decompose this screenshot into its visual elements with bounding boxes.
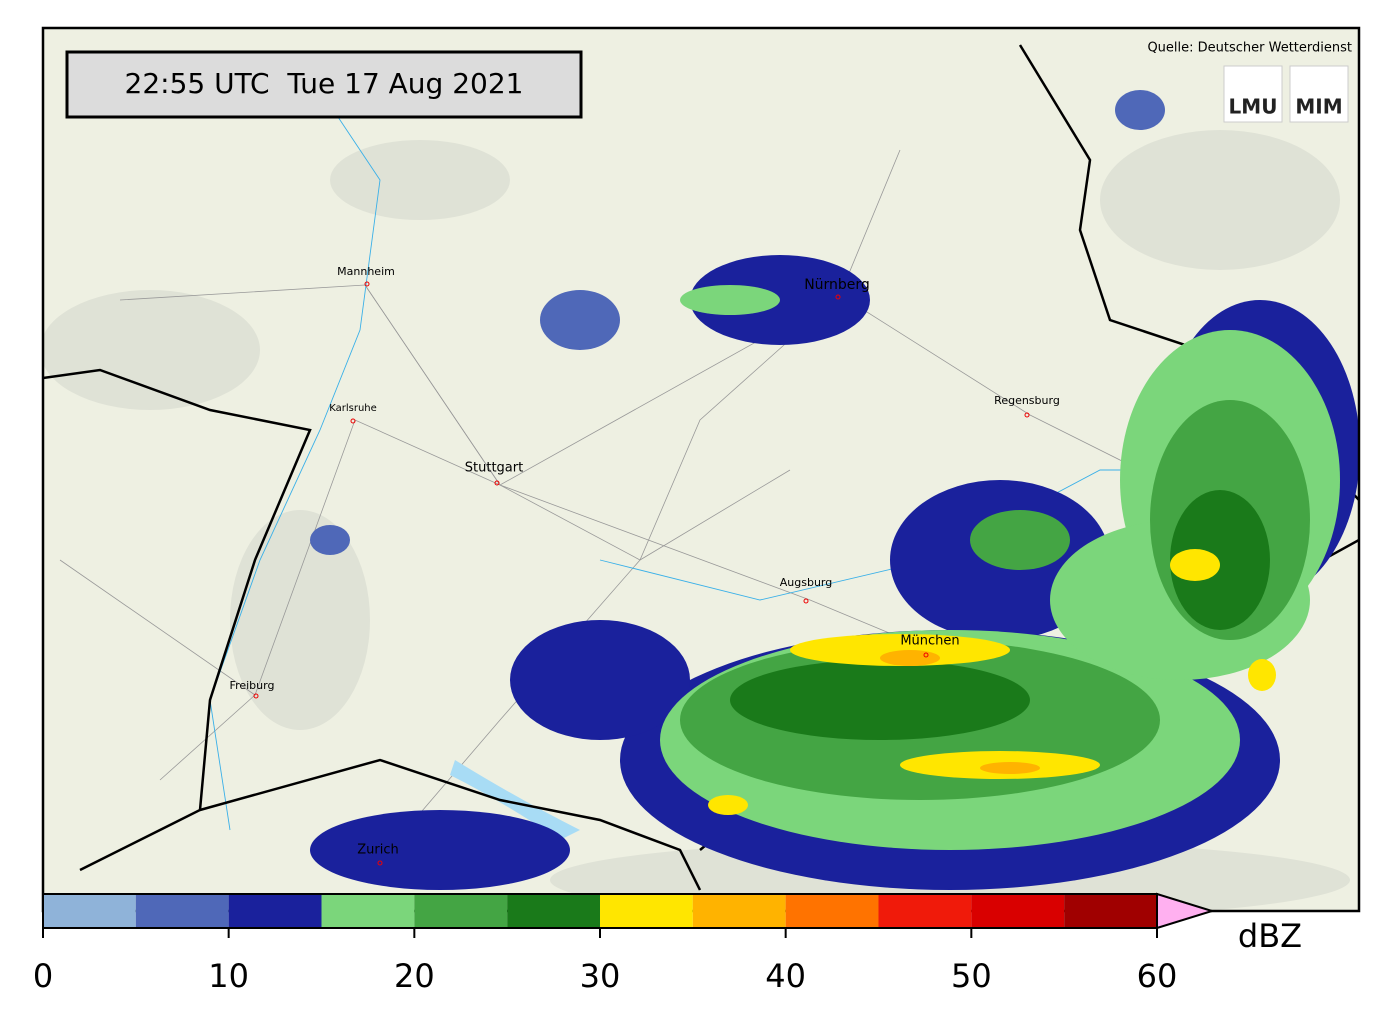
city-dot <box>923 652 929 658</box>
city-label: Stuttgart <box>465 461 523 476</box>
city-label: Regensburg <box>994 394 1060 407</box>
colorbar-segment <box>228 894 322 928</box>
city-labels: Mannheim Karlsruhe Stuttgart Nürnberg Regens… <box>230 265 1060 866</box>
city-label: Zurich <box>357 843 399 858</box>
colorbar-segment <box>600 894 693 928</box>
colorbar-segment <box>1064 894 1157 928</box>
city-dot <box>253 693 259 699</box>
colorbar-tick-label: 10 <box>208 957 249 995</box>
city-dot <box>494 480 500 486</box>
city-dot <box>1024 412 1030 418</box>
city-label: Karlsruhe <box>329 403 377 414</box>
city-label: Freiburg <box>230 679 275 692</box>
colorbar-segment <box>135 894 229 928</box>
city-label: Nürnberg <box>804 277 870 293</box>
city-label: München <box>900 634 959 649</box>
city-dot <box>350 418 356 424</box>
colorbar-tick-label: 20 <box>394 957 435 995</box>
colorbar-tick-label: 60 <box>1137 957 1178 995</box>
timestamp: 22:55 UTC Tue 17 Aug 2021 <box>125 67 524 100</box>
colorbar-segment <box>321 894 415 928</box>
city-label: Mannheim <box>337 265 395 278</box>
city-dot <box>377 860 383 866</box>
colorbar-segment <box>507 894 600 928</box>
logo-text: MIM <box>1295 95 1342 119</box>
source-credit: Quelle: Deutscher Wetterdienst <box>1147 41 1352 56</box>
radar-echoes <box>310 90 1359 890</box>
timestamp-box <box>65 50 583 119</box>
map-area: Mannheim Karlsruhe Stuttgart Nürnberg Regens… <box>43 28 1359 911</box>
city-dot <box>364 281 370 287</box>
city-dot <box>803 598 809 604</box>
colorbar-tick-label: 30 <box>580 957 621 995</box>
colorbar-segment <box>785 894 879 928</box>
colorbar-segment <box>692 894 786 928</box>
lake <box>450 760 580 840</box>
city-dot <box>835 294 841 300</box>
colorbar-segment <box>414 894 508 928</box>
colorbar-segment <box>971 894 1065 928</box>
colorbar-tick-label: 0 <box>33 957 53 995</box>
colorbar-segment <box>43 894 136 928</box>
city-label: Augsburg <box>780 576 832 589</box>
logos: LMU MIM <box>1223 65 1349 123</box>
colorbar-tick-label: 50 <box>951 957 992 995</box>
colorbar-tick-label: 40 <box>765 957 806 995</box>
colorbar: 0 10 20 30 40 50 60 <box>33 892 1216 995</box>
logo-text: LMU <box>1229 95 1278 119</box>
colorbar-unit: dBZ <box>1238 917 1302 955</box>
colorbar-segment <box>878 894 972 928</box>
